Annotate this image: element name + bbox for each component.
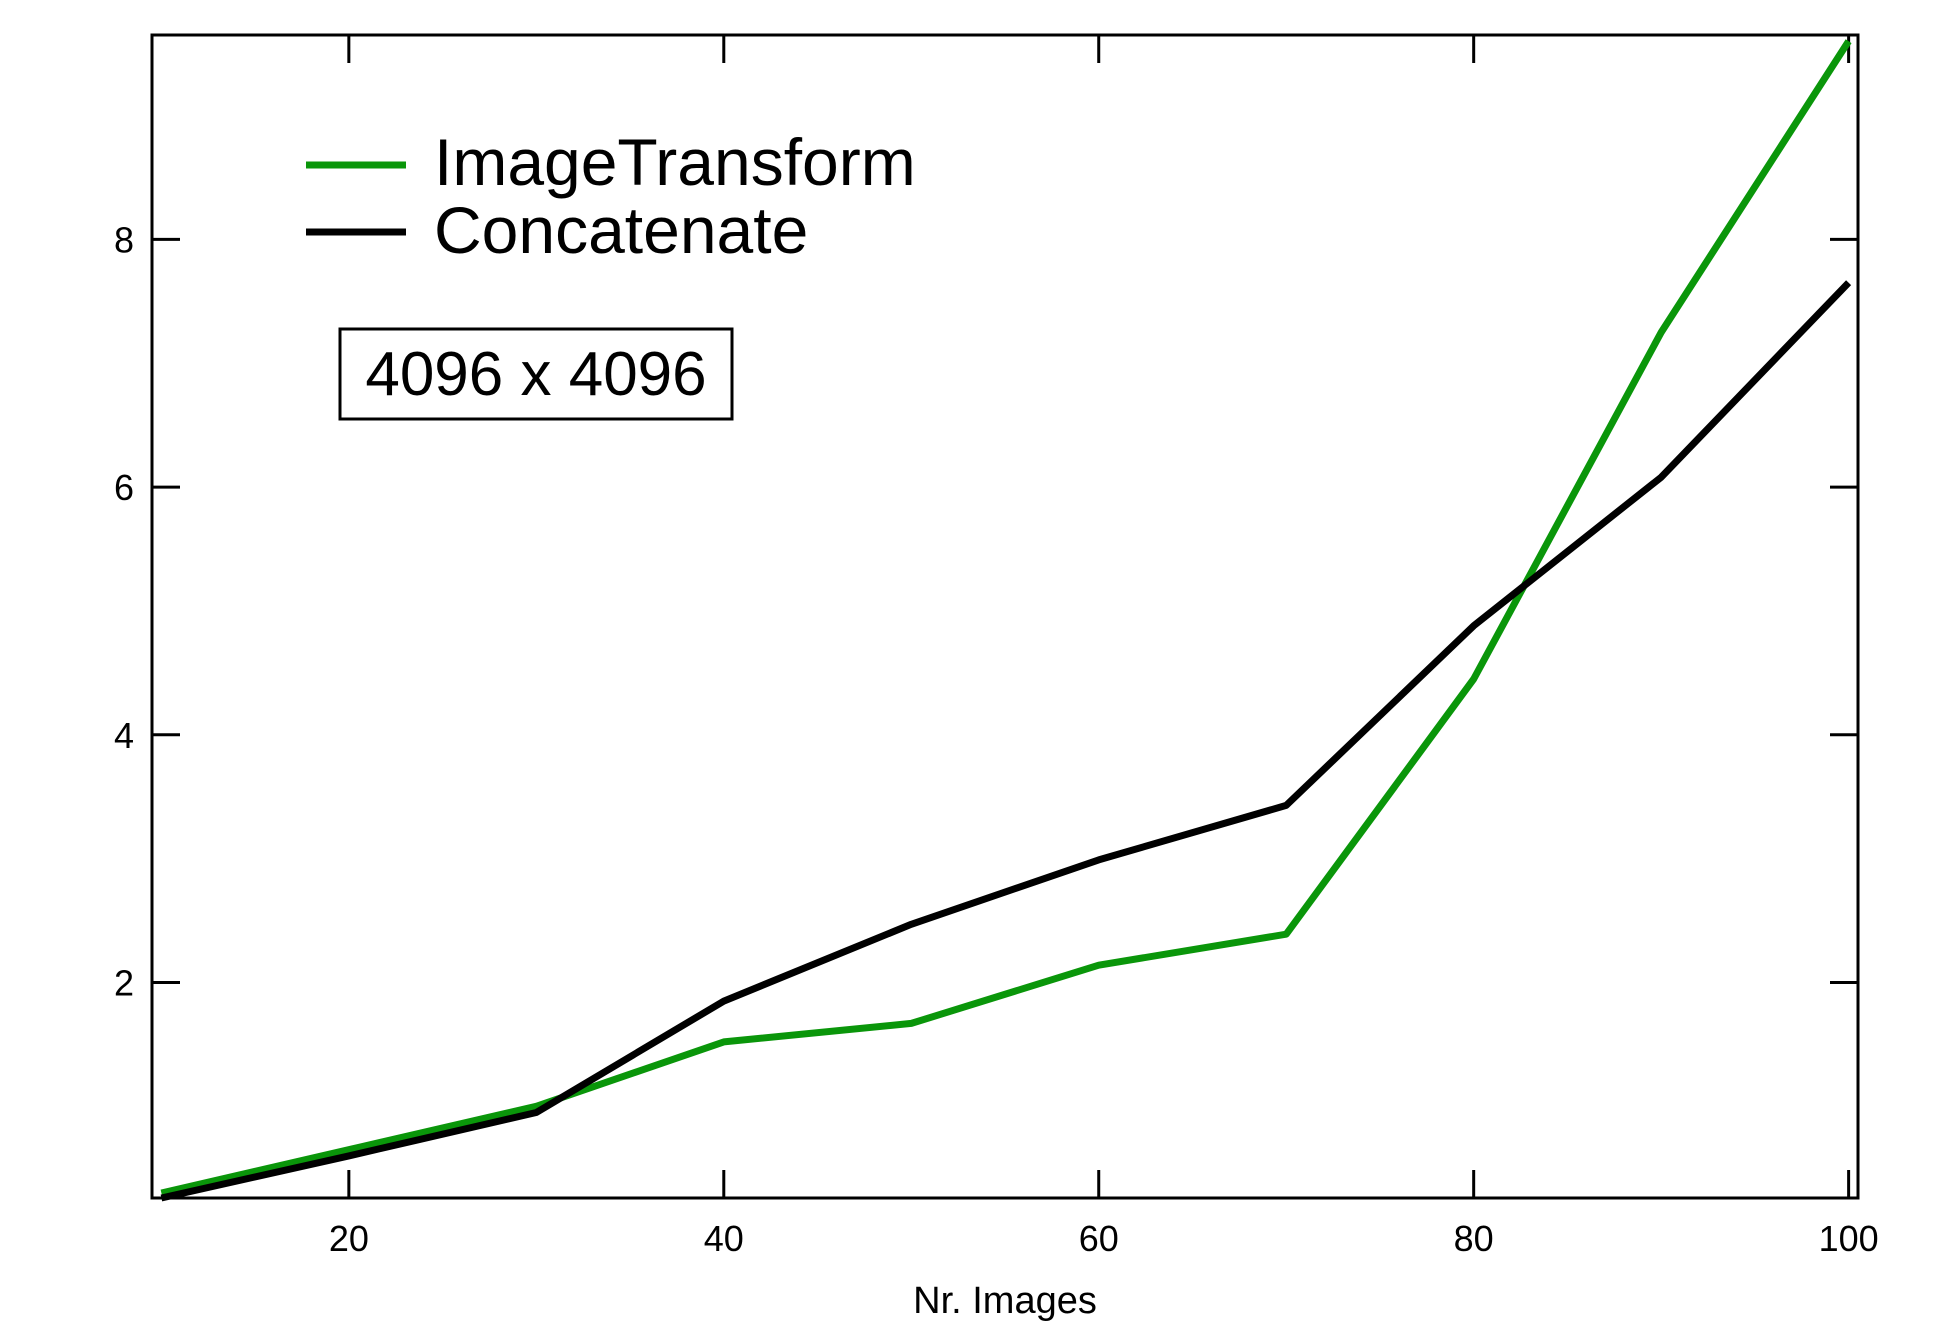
annotation-label: 4096 x 4096: [365, 340, 706, 409]
y-tick-label: 2: [114, 962, 134, 1003]
legend-label-imagetransform: ImageTransform: [434, 125, 916, 199]
x-tick-label: 80: [1454, 1218, 1494, 1259]
x-tick-label: 60: [1079, 1218, 1119, 1259]
x-tick-label: 20: [329, 1218, 369, 1259]
legend-label-concatenate: Concatenate: [434, 193, 808, 267]
series-lines: [160, 39, 1852, 1202]
x-tick-label: 100: [1819, 1218, 1879, 1259]
plot-frame: [150, 33, 1860, 1200]
series-line-concatenate: [160, 280, 1852, 1202]
y-tick-label: 4: [114, 715, 134, 756]
y-tick-label: 8: [114, 219, 134, 260]
x-tick-label: 40: [704, 1218, 744, 1259]
tick-labels: 20 40 60 80 100 2 4 6 8: [114, 219, 1879, 1259]
resolution-annotation: 4096 x 4096: [338, 327, 734, 421]
legend: ImageTransform Concatenate: [306, 125, 916, 267]
series-line-imagetransform: [160, 39, 1852, 1197]
y-tick-label: 6: [114, 467, 134, 508]
axis-ticks: [152, 35, 1858, 1198]
x-axis-title: Nr. Images: [913, 1280, 1097, 1322]
annotation-box: [338, 327, 734, 421]
